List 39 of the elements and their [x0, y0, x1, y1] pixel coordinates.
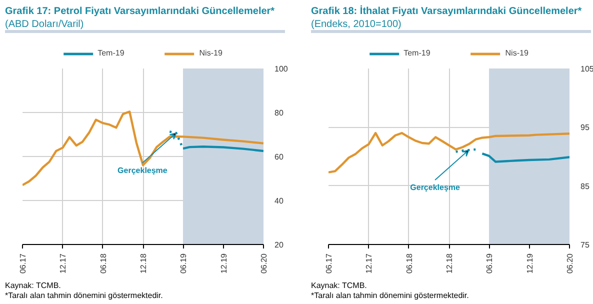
x-tick-label: 12.19 [219, 252, 228, 274]
x-tick-label: 12.18 [445, 252, 454, 274]
x-tick-label: 12.18 [139, 252, 148, 274]
annotation: Gerçekleşme [410, 182, 461, 192]
text: Kaynak: TCMB. [311, 281, 367, 290]
y-tick-label: 80 [274, 108, 284, 118]
legend-label: Nis-19 [505, 48, 528, 58]
x-tick-label: 12.19 [525, 252, 534, 274]
y-tick-label: 95 [580, 123, 590, 132]
chart-title: Grafik 17: Petrol Fiyatı Varsayımlarındaki Güncellemeler* [5, 6, 275, 17]
x-tick-label: 12.17 [58, 252, 68, 274]
x-tick-label: 06.20 [260, 252, 268, 274]
chart-subtitle: (ABD Doları/Varil) [5, 19, 84, 30]
chart-subtitle: (Endeks, 2010=100) [311, 19, 402, 30]
x-tick-label: 06.18 [404, 252, 414, 274]
x-tick-label: 12.17 [364, 252, 374, 274]
text: Kaynak: TCMB. [5, 281, 61, 290]
line-series [481, 152, 570, 163]
legend-label: Tem-19 [98, 48, 124, 58]
y-tick-label: 75 [580, 240, 590, 250]
y-tick-label: 85 [580, 182, 590, 191]
x-tick-label: 06.20 [566, 252, 574, 274]
y-tick-label: 100 [274, 64, 288, 74]
line-series [22, 110, 264, 186]
legend-label: Nis-19 [199, 48, 222, 58]
x-tick-label: 06.17 [324, 252, 334, 274]
text: *Taralı alan tahmin dönemini göstermektedir. [5, 291, 163, 300]
y-tick-label: 40 [274, 196, 284, 206]
x-tick-label: 06.18 [98, 252, 108, 274]
legend-label: Tem-19 [404, 48, 430, 58]
y-tick-label: 20 [274, 240, 284, 250]
x-tick-label: 06.19 [485, 252, 494, 274]
chart-title: Grafik 18: İthalat Fiyatı Varsayımlarındaki Güncellemeler* [311, 6, 582, 17]
y-tick-label: 60 [274, 152, 284, 162]
x-tick-label: 06.17 [18, 252, 28, 274]
annotation: Gerçekleşme [118, 166, 168, 175]
text: *Taralı alan tahmin dönemini göstermektedir. [311, 291, 469, 300]
x-tick-label: 06.19 [179, 252, 188, 274]
line-series [328, 132, 570, 174]
